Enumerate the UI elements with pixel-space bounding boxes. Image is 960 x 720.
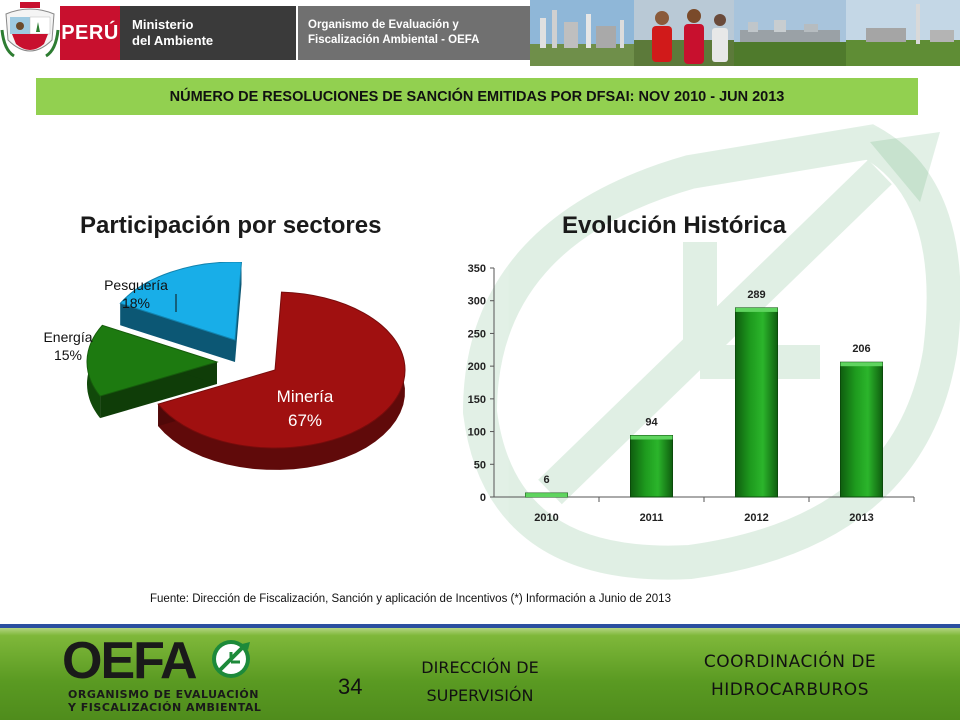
y-tick-label: 50 — [474, 459, 486, 471]
plant-photo — [530, 0, 634, 66]
oefa-logo-subtitle: ORGANISMO DE EVALUACIÓN Y FISCALIZACIÓN … — [68, 688, 261, 714]
direction-line2: SUPERVISIÓN — [426, 686, 534, 705]
bar-top-highlight-2010 — [525, 493, 568, 497]
y-tick-label: 100 — [468, 427, 486, 439]
oefa-leaf-logo-icon — [212, 640, 250, 678]
y-tick-label: 200 — [468, 361, 486, 373]
peru-label: PERÚ — [60, 6, 120, 60]
ministry-line1: Ministerio — [132, 17, 194, 32]
y-tick-label: 250 — [468, 328, 486, 340]
pie-value-pesqueria: 18% — [122, 295, 150, 311]
title-bar: NÚMERO DE RESOLUCIONES DE SANCIÓN EMITID… — [36, 78, 918, 115]
organization-label: Organismo de Evaluación y Fiscalización … — [298, 6, 530, 60]
pie-slice-pesquera — [119, 262, 243, 341]
ministry-label: Ministerio del Ambiente — [120, 6, 296, 60]
x-tick-label-2011: 2011 — [640, 512, 664, 524]
bar-2013 — [840, 361, 883, 498]
oefa-logo-sub-line2: Y FISCALIZACIÓN AMBIENTAL — [68, 701, 262, 714]
bar-top-highlight-2011 — [630, 435, 673, 440]
org-line1: Organismo de Evaluación y — [308, 19, 459, 31]
pie-label-mineria: Minería — [277, 387, 334, 406]
pie-label-pesqueria: Pesquería — [104, 277, 168, 293]
historical-bar-chart: 0 50 100 150 200 250 300 350 6 2010 94 2011 289 2012 2… — [468, 263, 915, 524]
pie-slice-minera — [157, 291, 406, 449]
ministry-line2: del Ambiente — [132, 33, 214, 48]
bar-value-label-2012: 289 — [747, 289, 765, 301]
bar-value-label-2011: 94 — [645, 416, 658, 428]
x-tick-label-2010: 2010 — [534, 512, 558, 524]
coat-of-arms-icon — [0, 0, 60, 66]
coordination-line1: COORDINACIÓN DE — [703, 652, 877, 672]
bar-top-highlight-2013 — [840, 362, 883, 367]
slide-title: NÚMERO DE RESOLUCIONES DE SANCIÓN EMITID… — [169, 88, 785, 105]
oefa-logo-sub-line1: ORGANISMO DE EVALUACIÓN — [68, 688, 259, 701]
header-banner: PERÚ Ministerio del Ambiente Organismo d… — [0, 0, 960, 66]
bar-top-highlight-2012 — [735, 307, 778, 312]
footer-divider — [0, 624, 960, 628]
direction-label: DIRECCIÓN DE SUPERVISIÓN — [400, 654, 560, 710]
y-tick-label: 0 — [480, 492, 486, 504]
y-tick-label: 300 — [468, 296, 486, 308]
y-tick-label: 350 — [468, 263, 486, 275]
bar-2012 — [735, 307, 778, 498]
footer-band — [0, 624, 960, 720]
coordination-line2: HIDROCARBUROS — [711, 680, 869, 700]
bar-value-label-2013: 206 — [852, 343, 870, 355]
x-tick-label-2013: 2013 — [849, 512, 873, 524]
org-line2: Fiscalización Ambiental - OEFA — [308, 34, 480, 46]
bar-2011 — [630, 434, 673, 498]
header-photos — [530, 0, 960, 66]
bar-value-label-2010: 6 — [543, 474, 549, 486]
bar-chart-title: Evolución Histórica — [562, 212, 787, 239]
sector-pie-chart: Minería 67% Energía 15% Pesquería 18% — [43, 262, 406, 470]
pie-value-energia: 15% — [54, 347, 82, 363]
inspectors-photo — [634, 0, 734, 66]
coordination-label: COORDINACIÓN DE HIDROCARBUROS — [660, 648, 920, 704]
source-note: Fuente: Dirección de Fiscalización, Sanc… — [150, 593, 671, 605]
page-number: 34 — [338, 674, 363, 699]
x-tick-label-2012: 2012 — [744, 512, 768, 524]
facility-photo — [734, 0, 846, 66]
oefa-logo-text: OEFA — [62, 632, 198, 690]
pie-value-mineria: 67% — [288, 411, 322, 430]
pie-chart-title: Participación por sectores — [80, 212, 382, 239]
pie-slice-energa — [86, 324, 219, 397]
direction-line1: DIRECCIÓN DE — [421, 658, 539, 677]
y-tick-label: 150 — [468, 394, 486, 406]
pie-label-energia: Energía — [43, 329, 92, 345]
field-photo — [846, 0, 960, 66]
